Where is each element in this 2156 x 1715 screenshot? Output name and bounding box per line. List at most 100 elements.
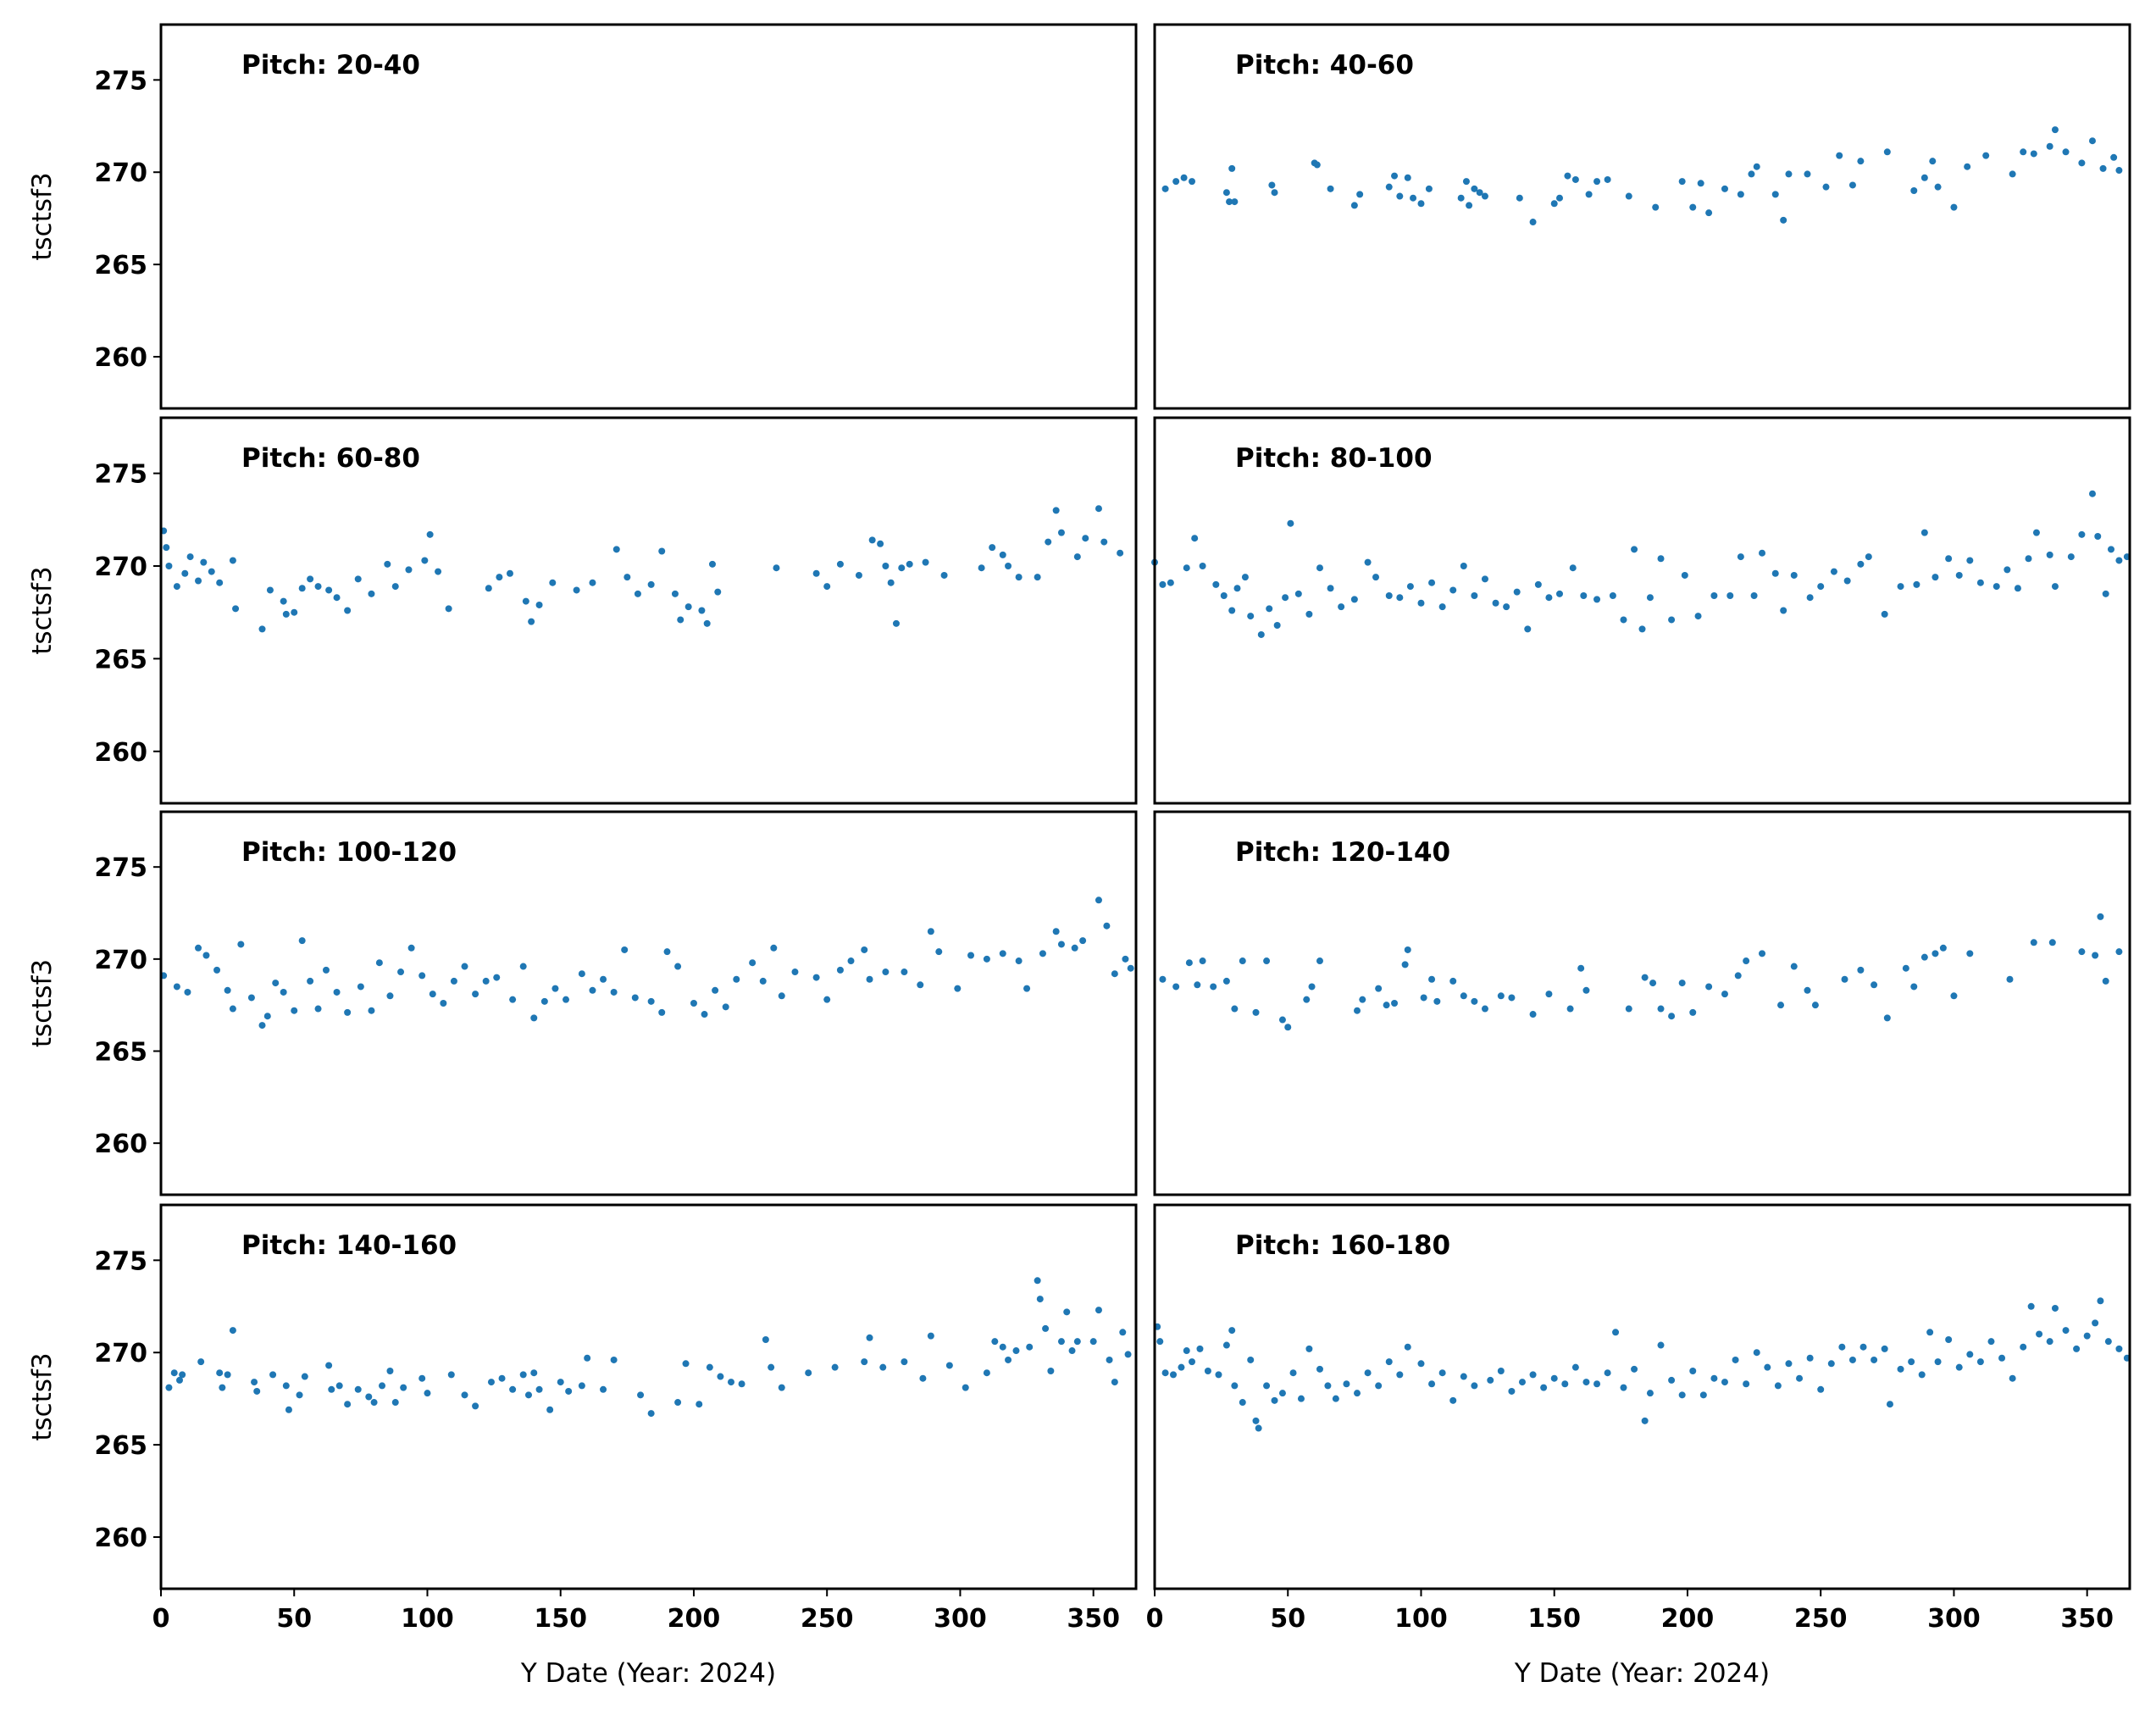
data-point (1391, 172, 1399, 180)
data-point (322, 966, 330, 974)
data-point (1252, 1417, 1260, 1424)
data-point (1287, 519, 1294, 527)
data-point (945, 1362, 953, 1369)
data-point (1172, 983, 1180, 991)
panel-7: Pitch: 140-160 260 265 270 275 tsctsf3 0 50 100 1… (27, 1203, 1138, 1689)
data-point (1604, 175, 1611, 183)
data-point (1753, 1349, 1760, 1357)
data-point (253, 1387, 261, 1395)
data-point (1920, 529, 1928, 536)
data-point (624, 574, 631, 581)
data-point (186, 553, 194, 561)
data-point (202, 952, 210, 959)
data-point (365, 1393, 373, 1401)
data-point (176, 1376, 184, 1384)
data-point (165, 1384, 173, 1391)
data-point (344, 1008, 352, 1016)
data-point (2102, 977, 2109, 985)
data-point (173, 583, 180, 591)
data-point (1428, 579, 1436, 586)
data-point (2020, 1343, 2027, 1351)
data-point (1073, 1338, 1081, 1346)
data-point (1569, 564, 1577, 572)
x-tick-label: 100 (1394, 1604, 1448, 1634)
data-point (1271, 189, 1278, 197)
data-point (1641, 1417, 1649, 1424)
data-point (805, 1369, 812, 1377)
data-point (1689, 203, 1697, 211)
y-axis-label: tsctsf3 (27, 1352, 58, 1440)
data-point (879, 1363, 887, 1371)
data-point (1428, 1380, 1436, 1388)
y-tick-label: 260 (94, 738, 147, 768)
data-point (391, 1399, 399, 1407)
data-point (983, 1369, 990, 1377)
data-point (216, 1369, 224, 1377)
data-point (1806, 1354, 1814, 1362)
data-point (1068, 1347, 1076, 1355)
data-point (1278, 1016, 1286, 1024)
data-point (1052, 507, 1060, 514)
data-point (690, 1000, 697, 1007)
data-point (216, 579, 224, 586)
data-point (2102, 590, 2109, 597)
data-point (1457, 194, 1465, 202)
data-point (1638, 625, 1646, 633)
data-point (335, 1382, 343, 1390)
data-point (1641, 974, 1649, 981)
data-point (325, 1362, 333, 1369)
data-point (738, 1380, 745, 1388)
data-point (1359, 996, 1366, 1003)
data-point (1111, 970, 1118, 978)
data-point (1982, 152, 1990, 159)
data-point (927, 928, 934, 935)
data-point (354, 575, 362, 583)
y-tick-label: 270 (94, 946, 147, 975)
data-point (1759, 950, 1766, 957)
data-point (1897, 1365, 1904, 1373)
data-point (1057, 941, 1065, 948)
data-point (2083, 1332, 2091, 1340)
data-point (1631, 1365, 1638, 1373)
data-point (991, 1338, 999, 1346)
data-point (727, 1379, 734, 1386)
data-point (429, 991, 436, 998)
data-point (2036, 1330, 2043, 1338)
data-point (1220, 592, 1228, 599)
panel-frame (159, 810, 1138, 1196)
data-point (1343, 1380, 1350, 1388)
data-point (1652, 203, 1660, 211)
data-point (1303, 996, 1311, 1003)
data-point (1231, 1382, 1239, 1390)
data-point (887, 579, 895, 586)
data-point (1571, 175, 1579, 183)
data-point (703, 619, 711, 627)
data-point (472, 1402, 479, 1410)
data-point (999, 950, 1006, 957)
data-point (1886, 1401, 1893, 1408)
data-point (1827, 1360, 1835, 1368)
data-point (1577, 964, 1585, 972)
data-point (1375, 985, 1383, 992)
panel-3: Pitch: 60-80 260 265 270 275 tsctsf3 (27, 416, 1138, 805)
data-point (440, 1000, 447, 1007)
data-point (989, 544, 996, 552)
panel-frame (1153, 416, 2131, 805)
data-point (1324, 1382, 1332, 1390)
data-point (1743, 1380, 1750, 1388)
data-point (584, 1354, 591, 1362)
data-point (1231, 198, 1239, 206)
data-point (1822, 183, 1830, 191)
data-point (1327, 185, 1334, 192)
data-point (461, 963, 468, 970)
data-point (2051, 1304, 2059, 1312)
data-point (1449, 586, 1457, 594)
data-point (325, 586, 333, 594)
data-point (1646, 594, 1654, 602)
data-point (1316, 1365, 1323, 1373)
data-point (184, 988, 191, 996)
data-point (1964, 163, 1971, 170)
data-point (578, 1382, 585, 1390)
data-point (247, 994, 255, 1002)
data-point (1063, 1308, 1071, 1316)
